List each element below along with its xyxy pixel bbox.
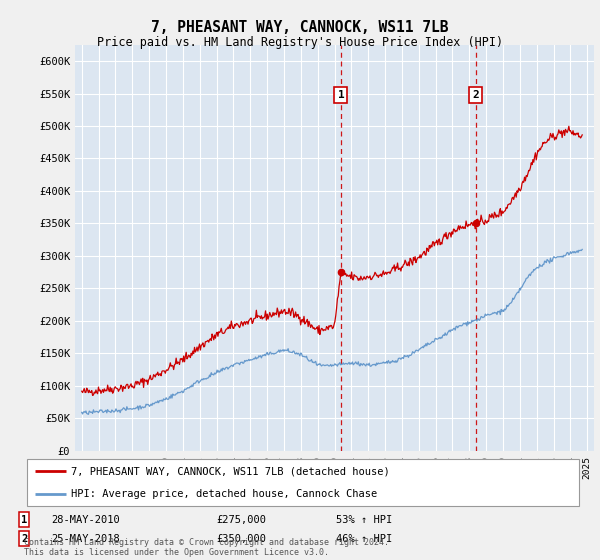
Text: 1: 1: [338, 90, 344, 100]
Text: 53% ↑ HPI: 53% ↑ HPI: [336, 515, 392, 525]
Text: Price paid vs. HM Land Registry's House Price Index (HPI): Price paid vs. HM Land Registry's House …: [97, 36, 503, 49]
Text: Contains HM Land Registry data © Crown copyright and database right 2024.
This d: Contains HM Land Registry data © Crown c…: [24, 538, 389, 557]
Text: 2: 2: [472, 90, 479, 100]
Text: HPI: Average price, detached house, Cannock Chase: HPI: Average price, detached house, Cann…: [71, 489, 377, 499]
Text: 46% ↑ HPI: 46% ↑ HPI: [336, 534, 392, 544]
Text: £350,000: £350,000: [216, 534, 266, 544]
Text: 1: 1: [21, 515, 27, 525]
Text: £275,000: £275,000: [216, 515, 266, 525]
Text: 25-MAY-2018: 25-MAY-2018: [51, 534, 120, 544]
Text: 7, PHEASANT WAY, CANNOCK, WS11 7LB: 7, PHEASANT WAY, CANNOCK, WS11 7LB: [151, 20, 449, 35]
Text: 7, PHEASANT WAY, CANNOCK, WS11 7LB (detached house): 7, PHEASANT WAY, CANNOCK, WS11 7LB (deta…: [71, 466, 390, 477]
FancyBboxPatch shape: [27, 459, 579, 506]
Text: 28-MAY-2010: 28-MAY-2010: [51, 515, 120, 525]
Text: 2: 2: [21, 534, 27, 544]
